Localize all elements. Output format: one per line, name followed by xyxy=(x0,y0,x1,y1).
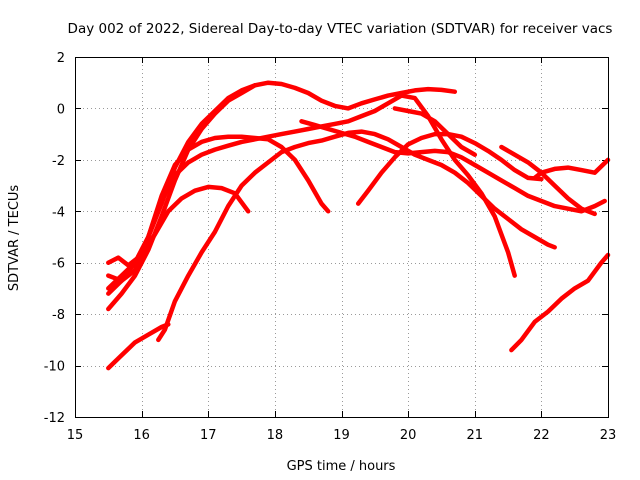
plot-frame xyxy=(75,57,609,418)
series-track-6 xyxy=(156,129,557,343)
x-axis-label: GPS time / hours xyxy=(287,459,396,474)
series-track-1 xyxy=(106,80,458,296)
x-tick-label: 15 xyxy=(67,428,84,443)
y-tick-label: -2 xyxy=(52,154,65,169)
series-track-5 xyxy=(106,93,517,291)
x-tick-label: 18 xyxy=(267,428,284,443)
y-tick-label: -10 xyxy=(44,360,65,375)
y-tick-label: -4 xyxy=(52,205,65,220)
series-track-7 xyxy=(106,322,171,371)
x-tick-label: 23 xyxy=(600,428,617,443)
series-track-10 xyxy=(392,106,478,157)
y-tick-label: 0 xyxy=(57,102,65,117)
y-tick-label: -12 xyxy=(44,411,65,426)
data-series xyxy=(106,80,611,371)
y-axis-label: SDTVAR / TECUs xyxy=(7,185,22,292)
x-tick-label: 16 xyxy=(133,428,150,443)
y-tick-label: -8 xyxy=(52,308,65,323)
series-track-4 xyxy=(106,134,331,283)
x-tick-label: 20 xyxy=(400,428,417,443)
y-tick-label: 2 xyxy=(57,51,65,66)
x-tick-label: 19 xyxy=(333,428,350,443)
series-track-3 xyxy=(106,184,251,268)
series-track-2 xyxy=(106,83,258,312)
y-tick-label: -6 xyxy=(52,257,65,272)
x-tick-label: 17 xyxy=(200,428,217,443)
x-tick-label: 22 xyxy=(533,428,550,443)
series-track-12 xyxy=(509,252,611,353)
axis-ticks: 15 16 17 18 19 20 21 22 23 -12 -10 -8 -6 -4 -2 0 2 xyxy=(44,51,617,443)
series-track-13 xyxy=(499,144,597,217)
series-track-8 xyxy=(299,119,607,214)
x-tick-label: 21 xyxy=(466,428,483,443)
chart-title: Day 002 of 2022, Sidereal Day-to-day VTE… xyxy=(68,21,613,37)
